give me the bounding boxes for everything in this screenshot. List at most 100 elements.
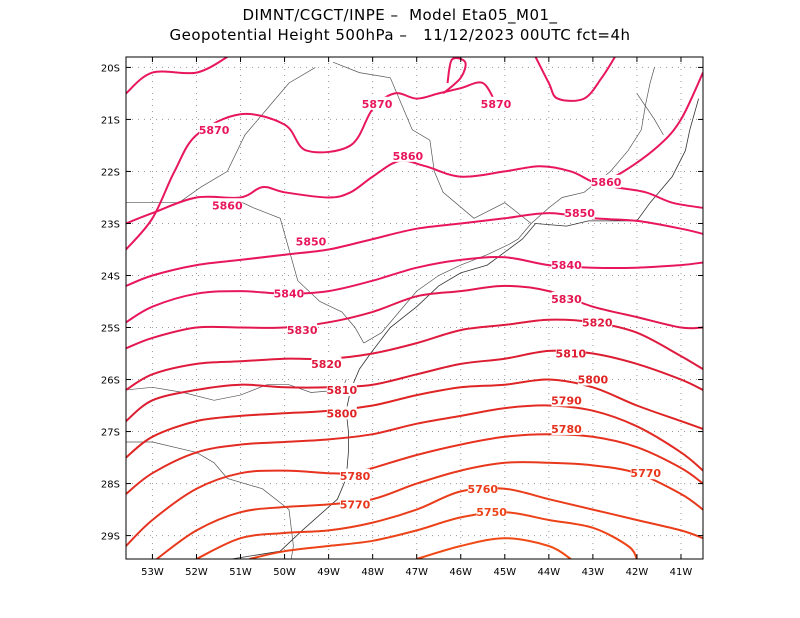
x-tick-label: 49W (317, 567, 340, 578)
contour-label-background (476, 505, 507, 519)
x-tick-label: 45W (493, 567, 516, 578)
x-tick-label: 41W (670, 567, 693, 578)
contour-label: 5750 (476, 506, 507, 519)
contour-label-background (311, 356, 342, 370)
y-tick-label: 29S (101, 532, 120, 543)
contour-label: 5770 (340, 498, 371, 511)
map-frame (125, 56, 704, 560)
contour-label: 5860 (591, 176, 622, 189)
contour-label-background (577, 372, 608, 386)
contour-label-background (630, 466, 661, 480)
x-tick-label: 44W (538, 567, 561, 578)
contour-label-background (287, 323, 318, 337)
contour-label-background (340, 468, 371, 482)
contour-label-background (551, 258, 582, 272)
contour-label-background (362, 96, 393, 110)
contour-5800 (126, 378, 703, 459)
contour-label-background (582, 315, 613, 329)
contour-5780 (126, 433, 703, 547)
x-tick-label: 47W (405, 567, 428, 578)
contour-5810 (126, 349, 703, 422)
y-tick-label: 20S (101, 63, 120, 74)
y-tick-label: 27S (101, 428, 120, 439)
contour-label: 5830 (287, 324, 318, 337)
contour-label-background (199, 122, 230, 136)
contour-5870 (126, 57, 228, 95)
state-border (332, 61, 532, 224)
x-tick-label: 50W (273, 567, 296, 578)
contour-5870 (534, 57, 616, 102)
contour-label-background (551, 421, 582, 435)
x-tick-label: 42W (626, 567, 649, 578)
x-tick-label: 46W (449, 567, 472, 578)
x-tick-label: 48W (361, 567, 384, 578)
contour-label-background (392, 148, 423, 162)
contour-label-background (326, 406, 357, 420)
contour-label: 5770 (630, 467, 661, 480)
state-border (126, 441, 294, 559)
contour-label: 5820 (582, 316, 613, 329)
contour-label: 5790 (551, 394, 582, 407)
contour-5850 (126, 212, 703, 287)
coastline (126, 98, 699, 559)
contour-label: 5860 (212, 199, 243, 212)
chart-title-line2: Geopotential Height 500hPa – 11/12/2023 … (169, 26, 631, 44)
contour-label-background (212, 198, 243, 212)
contour-label-background (295, 234, 326, 248)
contour-label-background (467, 481, 498, 495)
contour-5790 (126, 404, 703, 495)
y-tick-label: 22S (101, 167, 120, 178)
chart-title-line1: DIMNT/CGCT/INPE – Model Eta05_M01_ (242, 6, 558, 24)
contour-label-background (591, 174, 622, 188)
contour-5740 (416, 537, 572, 559)
contour-label-background (340, 497, 371, 511)
y-tick-label: 24S (101, 271, 120, 282)
contour-5770 (156, 461, 703, 559)
contour-label: 5760 (467, 483, 498, 496)
contour-label: 5830 (551, 293, 582, 306)
contour-label-background (555, 346, 586, 360)
state-border (636, 93, 664, 136)
contour-label-background (326, 382, 357, 396)
contour-5870 (126, 81, 497, 251)
y-tick-label: 28S (101, 480, 120, 491)
contour-label-background (480, 96, 511, 110)
contour-5830 (126, 284, 703, 350)
state-border (126, 379, 347, 401)
contour-5860 (126, 159, 703, 225)
contour-label: 5860 (393, 150, 424, 163)
contour-label: 5840 (274, 288, 305, 301)
contour-label: 5810 (556, 348, 587, 361)
y-tick-label: 26S (101, 376, 120, 387)
contour-label: 5870 (362, 98, 393, 111)
geographic-boundaries (126, 61, 699, 559)
contour-5820 (126, 318, 703, 391)
contour-labels: 5870 5870 5870 5860 5860 5860 5850 5850 5840 5840… (199, 96, 661, 519)
contour-label-background (551, 291, 582, 305)
x-tick-label: 53W (141, 567, 164, 578)
contour-label: 5780 (340, 470, 371, 483)
contour-label: 5850 (296, 236, 327, 249)
x-tick-label: 43W (582, 567, 605, 578)
state-border (231, 197, 365, 344)
contour-5750 (249, 511, 638, 559)
x-tick-label: 52W (185, 567, 208, 578)
contour-5840 (126, 256, 703, 324)
axis-ticks: 53W 52W 51W 50W 49W 48W 47W 46W 45W 44W 43W 42W 41W 2… (101, 57, 703, 578)
contour-label: 5870 (481, 98, 512, 111)
contour-label: 5840 (551, 259, 582, 272)
contour-label: 5850 (564, 207, 595, 220)
contour-label-background (551, 393, 582, 407)
contour-label: 5780 (551, 423, 582, 436)
contour-label: 5800 (327, 407, 358, 420)
y-tick-label: 21S (101, 115, 120, 126)
contour-label: 5820 (311, 358, 342, 371)
contour-label-background (273, 286, 304, 300)
y-tick-label: 25S (101, 324, 120, 335)
contour-label: 5870 (199, 124, 230, 137)
contour-5760 (196, 487, 703, 559)
contour-5870 (592, 72, 703, 188)
contour-label-background (564, 206, 595, 220)
x-tick-label: 51W (229, 567, 252, 578)
